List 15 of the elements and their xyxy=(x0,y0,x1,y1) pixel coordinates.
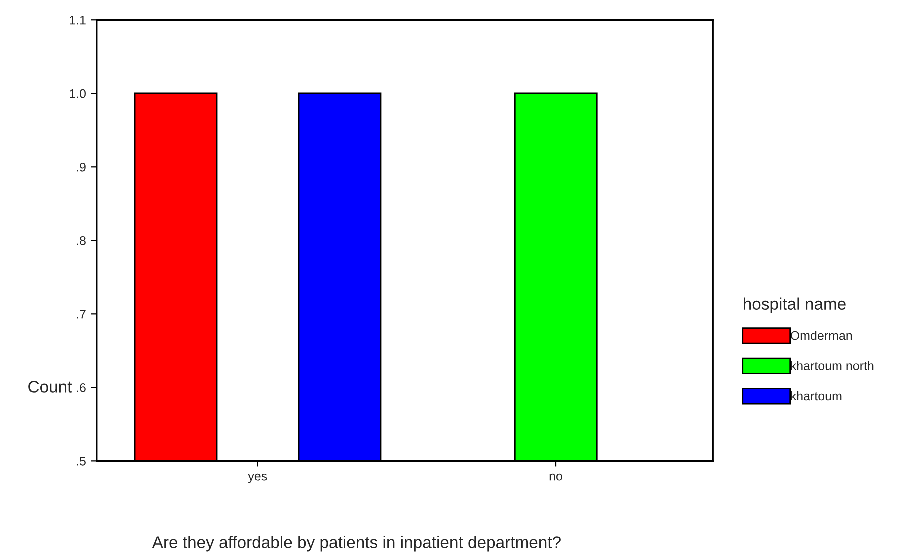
legend-label: khartoum north xyxy=(791,361,874,370)
y-tick-label: .7 xyxy=(77,310,86,319)
y-axis-title: Count xyxy=(28,381,72,393)
legend-label: Omderman xyxy=(790,330,852,340)
y-tick-label: 1.0 xyxy=(70,89,86,98)
y-tick-label: 1.1 xyxy=(70,16,86,25)
y-tick-label: .9 xyxy=(77,162,86,172)
y-tick-label: .6 xyxy=(77,383,86,392)
x-tick-label: no xyxy=(550,474,562,481)
legend-label: khartoum xyxy=(791,391,842,401)
x-axis-title: Are they affordable by patients in inpatient department? xyxy=(152,536,561,552)
y-tick-label: .8 xyxy=(77,236,86,246)
y-tick-label: .5 xyxy=(77,457,86,466)
x-tick-label: yes xyxy=(248,474,268,484)
legend-title: hospital name xyxy=(744,298,846,314)
